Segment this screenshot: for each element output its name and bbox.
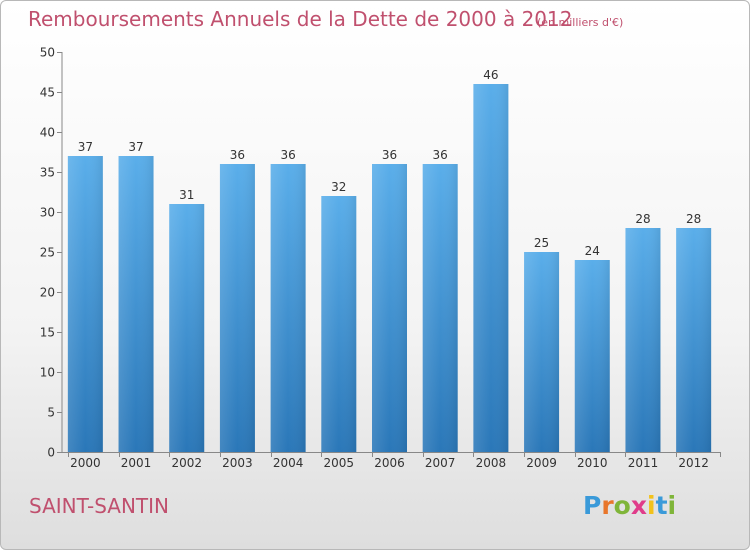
x-tick-label: 2012	[678, 456, 709, 470]
x-tick-label: 2009	[526, 456, 557, 470]
bar-value-label: 28	[635, 212, 650, 226]
logo-letter: P	[583, 491, 602, 520]
bar-value-label: 25	[534, 236, 549, 250]
x-tick-label: 2006	[374, 456, 405, 470]
y-tick-label: 30	[40, 206, 55, 220]
logo-letter: t	[655, 491, 668, 520]
x-tick-label: 2001	[121, 456, 152, 470]
bar-shading	[524, 252, 560, 452]
chart-title: Remboursements Annuels de la Dette de 20…	[28, 7, 573, 31]
chart-axes: 0 5 10 15 20 25 30 35 40 45 50 2000 2001 2002 2003 2004…	[40, 46, 721, 470]
y-tick-label: 5	[47, 406, 55, 420]
bar-shading	[169, 204, 205, 452]
x-tick-label: 2008	[476, 456, 507, 470]
x-tick-label: 2005	[324, 456, 355, 470]
commune-name: SAINT-SANTIN	[29, 494, 169, 518]
x-tick-label: 2000	[70, 456, 101, 470]
bar-value-label: 28	[686, 212, 701, 226]
bar-value-label: 24	[585, 244, 600, 258]
x-tick-label: 2007	[425, 456, 456, 470]
y-tick-label: 40	[40, 126, 55, 140]
y-tick-label: 15	[40, 326, 55, 340]
logo-letter: o	[613, 491, 631, 520]
logo-letter: i	[647, 491, 656, 520]
x-tick-label: 2002	[171, 456, 202, 470]
bar-value-label: 32	[331, 180, 346, 194]
y-tick-label: 25	[40, 246, 55, 260]
y-tick-label: 35	[40, 166, 55, 180]
bar-value-label: 36	[382, 148, 397, 162]
logo-letter: x	[630, 491, 647, 520]
bar-value-label: 36	[433, 148, 448, 162]
chart-bars	[67, 84, 712, 452]
bar-value-label: 36	[230, 148, 245, 162]
chart-subtitle: (en milliers d'€)	[537, 16, 624, 29]
bar-shading	[321, 196, 357, 452]
bar-shading	[625, 228, 661, 452]
bar-value-label: 37	[128, 140, 143, 154]
bar-value-label: 36	[280, 148, 295, 162]
bar-shading	[473, 84, 509, 452]
y-tick-label: 45	[40, 86, 55, 100]
bar-value-label: 46	[483, 68, 498, 82]
bar-shading	[270, 164, 306, 452]
bar-shading	[372, 164, 407, 452]
bar-shading	[118, 156, 154, 452]
bar-value-label: 37	[78, 140, 93, 154]
bar-shading	[219, 164, 255, 452]
proxiti-logo[interactable]: Proxiti	[583, 491, 676, 520]
y-tick-label: 10	[40, 366, 55, 380]
logo-letter: i	[667, 491, 677, 520]
bar-shading	[422, 164, 458, 452]
y-tick-label: 50	[40, 46, 55, 60]
x-tick-label: 2003	[222, 456, 253, 470]
bar-shading	[67, 156, 103, 452]
chart-value-labels: 37 37 31 36 36 32 36 36 46 25 24 28 28	[78, 68, 702, 258]
logo-letter: r	[601, 491, 614, 520]
bar-shading	[676, 228, 712, 452]
x-tick-label: 2011	[628, 456, 659, 470]
x-tick-label: 2010	[577, 456, 608, 470]
bar-shading	[574, 260, 610, 452]
y-tick-label: 0	[47, 446, 55, 460]
bar-value-label: 31	[179, 188, 194, 202]
x-tick-label: 2004	[273, 456, 304, 470]
y-tick-label: 20	[40, 286, 55, 300]
